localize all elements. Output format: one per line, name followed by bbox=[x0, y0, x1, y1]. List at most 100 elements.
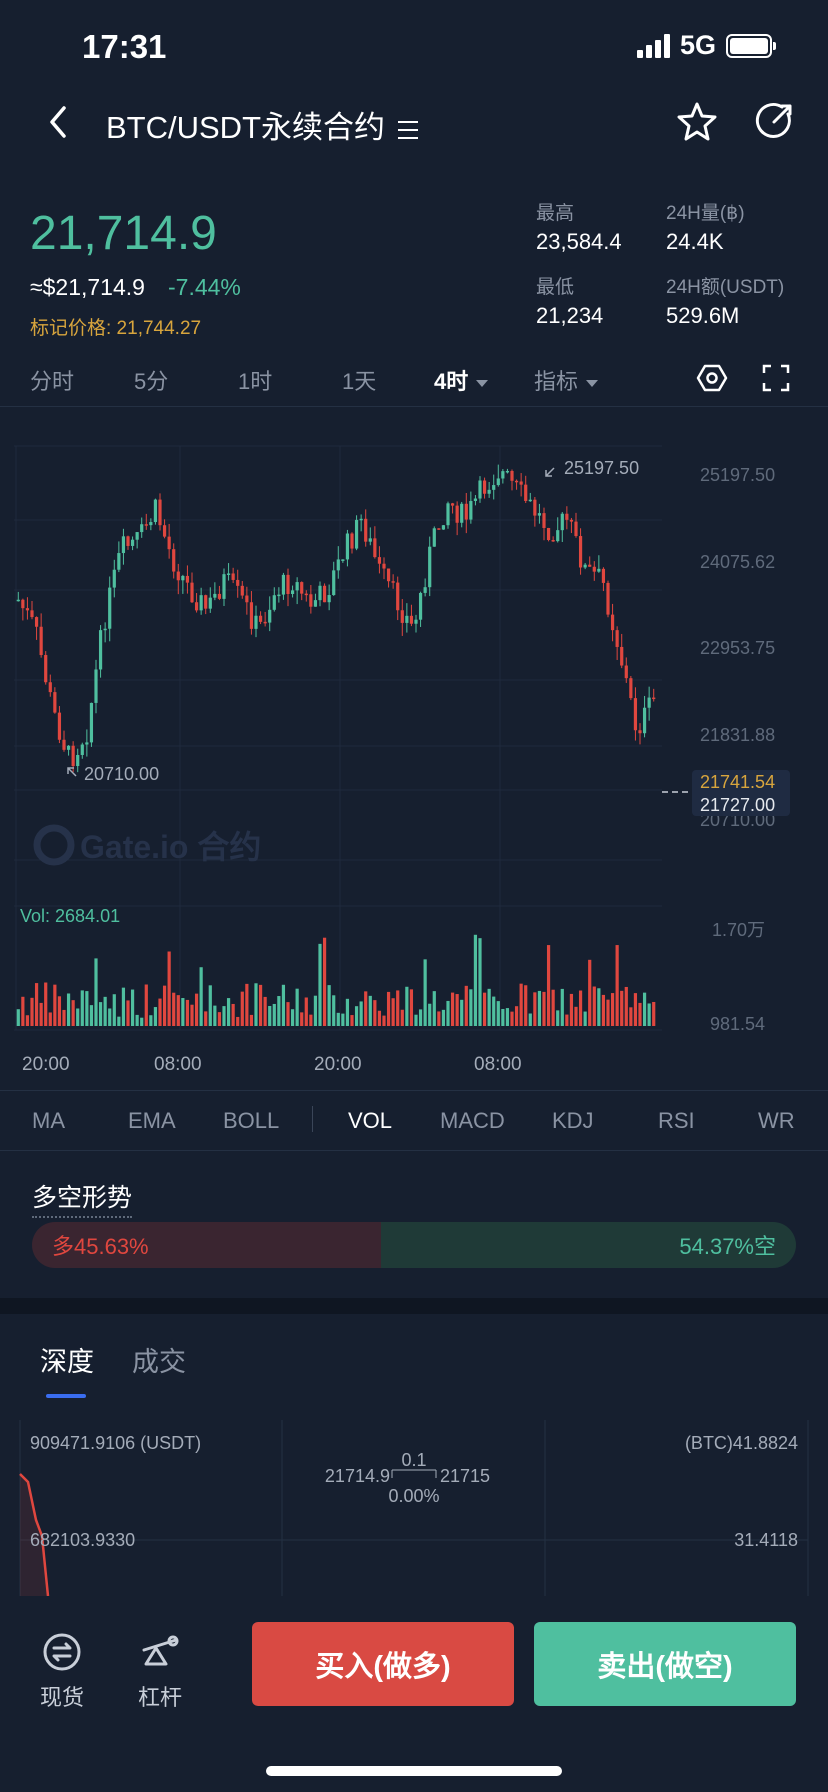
volume-bar bbox=[414, 1014, 418, 1026]
candle bbox=[354, 519, 359, 549]
low-label: 最低 bbox=[536, 277, 575, 298]
candle bbox=[560, 513, 564, 531]
mark-price-tag: 21741.54 bbox=[700, 772, 775, 792]
volume-bar bbox=[556, 1010, 560, 1026]
volume-series bbox=[16, 934, 656, 1026]
tab-1day[interactable]: 1天 bbox=[342, 369, 377, 394]
indicator-boll[interactable]: BOLL bbox=[223, 1108, 280, 1133]
menu-icon bbox=[397, 120, 418, 139]
candle bbox=[80, 744, 84, 755]
tab-5min[interactable]: 5分 bbox=[134, 369, 169, 394]
volume-bar bbox=[409, 989, 414, 1026]
volume-bar bbox=[496, 1001, 500, 1026]
candle bbox=[121, 536, 126, 554]
candle bbox=[34, 617, 39, 627]
volume-bar bbox=[652, 1001, 656, 1026]
volume-bar bbox=[121, 987, 126, 1026]
chart-settings-icon[interactable] bbox=[696, 362, 728, 394]
indicator-ma[interactable]: MA bbox=[32, 1108, 65, 1133]
candle bbox=[286, 574, 290, 594]
candle bbox=[524, 484, 528, 501]
candle bbox=[496, 478, 500, 486]
tab-trades[interactable]: 成交 bbox=[132, 1347, 186, 1377]
indicator-wr[interactable]: WR bbox=[758, 1108, 795, 1133]
candle bbox=[213, 593, 217, 598]
volume-bar bbox=[469, 989, 473, 1026]
candle bbox=[16, 599, 20, 602]
long-short-title[interactable]: 多空形势 bbox=[32, 1178, 133, 1218]
volume-bar bbox=[80, 990, 84, 1026]
volume-bar bbox=[167, 951, 171, 1026]
depth-bid: 21714.9 bbox=[325, 1466, 390, 1486]
volume-bar bbox=[432, 991, 436, 1026]
indicator-kdj[interactable]: KDJ bbox=[552, 1108, 594, 1133]
candle bbox=[76, 754, 80, 767]
volume-bar bbox=[514, 1006, 519, 1026]
back-button[interactable] bbox=[40, 100, 76, 144]
fullscreen-icon[interactable] bbox=[762, 364, 790, 392]
vol-axis-label: 981.54 bbox=[710, 1014, 765, 1034]
candle bbox=[332, 570, 336, 596]
candle bbox=[290, 590, 295, 594]
candle bbox=[487, 489, 491, 494]
candle bbox=[341, 559, 345, 561]
candlestick-series bbox=[16, 464, 656, 773]
candle bbox=[478, 480, 482, 499]
battery-icon bbox=[726, 33, 776, 58]
volume-bar bbox=[199, 967, 203, 1026]
y-axis-label: 22953.75 bbox=[700, 638, 775, 658]
volume-bar bbox=[222, 1006, 226, 1026]
volume-bar bbox=[194, 993, 199, 1026]
candle bbox=[199, 595, 203, 611]
kline-chart[interactable]: Gate.io 合约 25197.50 24075.62 22953.75 21… bbox=[0, 430, 828, 1090]
volume-bar bbox=[327, 985, 331, 1026]
tab-1hour[interactable]: 1时 bbox=[238, 369, 273, 394]
volume-bar bbox=[546, 945, 551, 1026]
page-title[interactable]: BTC/USDT永续合约 bbox=[106, 102, 418, 147]
candle bbox=[236, 579, 240, 586]
depth-right-mid: 31.4118 bbox=[734, 1530, 798, 1550]
volume-bar bbox=[309, 1014, 313, 1026]
buy-long-button[interactable]: 买入(做多) bbox=[252, 1622, 514, 1706]
network-label: 5G bbox=[679, 30, 716, 60]
volume-bar bbox=[336, 1012, 340, 1026]
volume-bar bbox=[464, 985, 468, 1026]
volume-bar bbox=[446, 1000, 450, 1026]
candle bbox=[446, 503, 450, 526]
candle bbox=[432, 528, 436, 547]
tab-4hour-label: 4时 bbox=[434, 369, 469, 394]
indicator-macd[interactable]: MACD bbox=[440, 1108, 505, 1133]
volume-bar bbox=[272, 1003, 276, 1026]
spot-button[interactable]: 现货 bbox=[40, 1632, 84, 1712]
volume-bar bbox=[418, 1009, 423, 1026]
tab-indicators[interactable]: 指标 bbox=[534, 364, 599, 396]
candle bbox=[460, 503, 464, 523]
candle bbox=[190, 582, 194, 603]
volume-bar bbox=[94, 958, 98, 1026]
tab-4hour[interactable]: 4时 bbox=[434, 364, 489, 396]
margin-button[interactable]: 杠杆 bbox=[138, 1632, 182, 1712]
candle bbox=[528, 499, 532, 502]
volume-bar bbox=[190, 1004, 194, 1026]
favorite-star-icon[interactable] bbox=[676, 100, 718, 142]
indicator-rsi[interactable]: RSI bbox=[658, 1108, 695, 1133]
min-price-label: 20710.00 bbox=[84, 764, 159, 784]
candle bbox=[48, 682, 52, 693]
share-icon[interactable] bbox=[754, 100, 796, 142]
indicator-vol[interactable]: VOL bbox=[348, 1108, 393, 1133]
candle bbox=[39, 626, 43, 656]
tab-depth[interactable]: 深度 bbox=[40, 1347, 94, 1377]
candle bbox=[327, 595, 331, 603]
indicator-ema[interactable]: EMA bbox=[128, 1108, 176, 1133]
volume-bar bbox=[44, 982, 48, 1026]
volume-bar bbox=[226, 998, 231, 1026]
candle bbox=[204, 595, 208, 609]
candle bbox=[492, 485, 496, 490]
tab-time-share[interactable]: 分时 bbox=[30, 369, 75, 394]
volume-bar bbox=[629, 1007, 633, 1026]
volume-bar bbox=[322, 937, 327, 1026]
volume-bar bbox=[551, 989, 555, 1026]
candle bbox=[144, 524, 148, 526]
sell-short-button[interactable]: 卖出(做空) bbox=[534, 1622, 796, 1706]
volume-bar bbox=[350, 1015, 354, 1026]
